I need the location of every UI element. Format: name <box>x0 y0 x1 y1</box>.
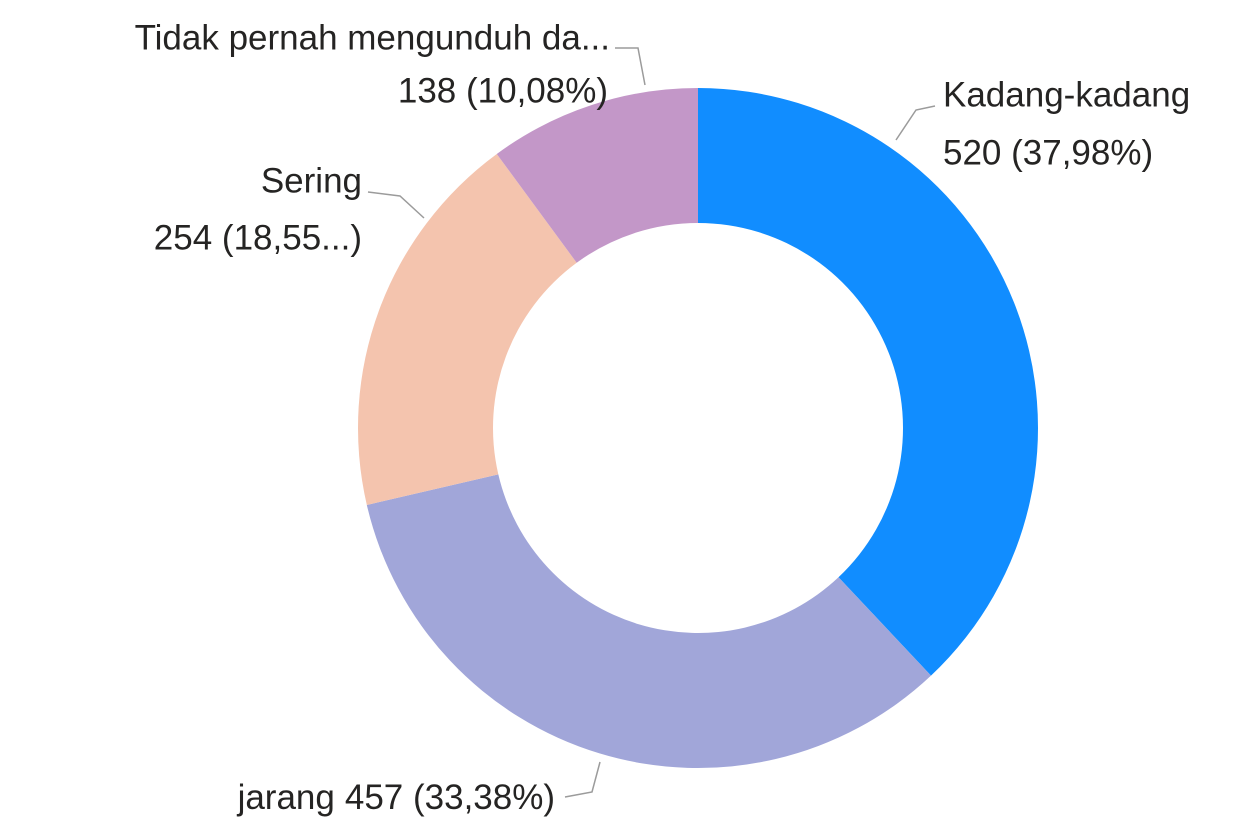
category-label: Tidak pernah mengunduh da... <box>135 18 610 57</box>
value-label: 520 (37,98%) <box>943 133 1153 172</box>
leader-line <box>367 191 425 219</box>
slice <box>366 474 931 768</box>
leader-line <box>615 47 646 86</box>
category-label: Sering <box>261 161 362 200</box>
data-label: jarang 457 (33,38%) <box>237 778 555 817</box>
value-label: 254 (18,55...) <box>154 218 362 257</box>
slices <box>358 88 1038 768</box>
value-label: 457 (33,38%) <box>345 778 555 817</box>
category-label: Kadang-kadang <box>943 75 1190 114</box>
slice <box>698 88 1038 676</box>
category-label: jarang <box>237 778 335 817</box>
leader-line <box>564 761 601 798</box>
labels: Kadang-kadang 520 (37,98%) Sering 254 (18,5… <box>135 18 1191 817</box>
slice <box>358 153 577 505</box>
leader-line <box>895 105 936 141</box>
value-label: 138 (10,08%) <box>398 71 608 110</box>
slice <box>496 88 698 263</box>
